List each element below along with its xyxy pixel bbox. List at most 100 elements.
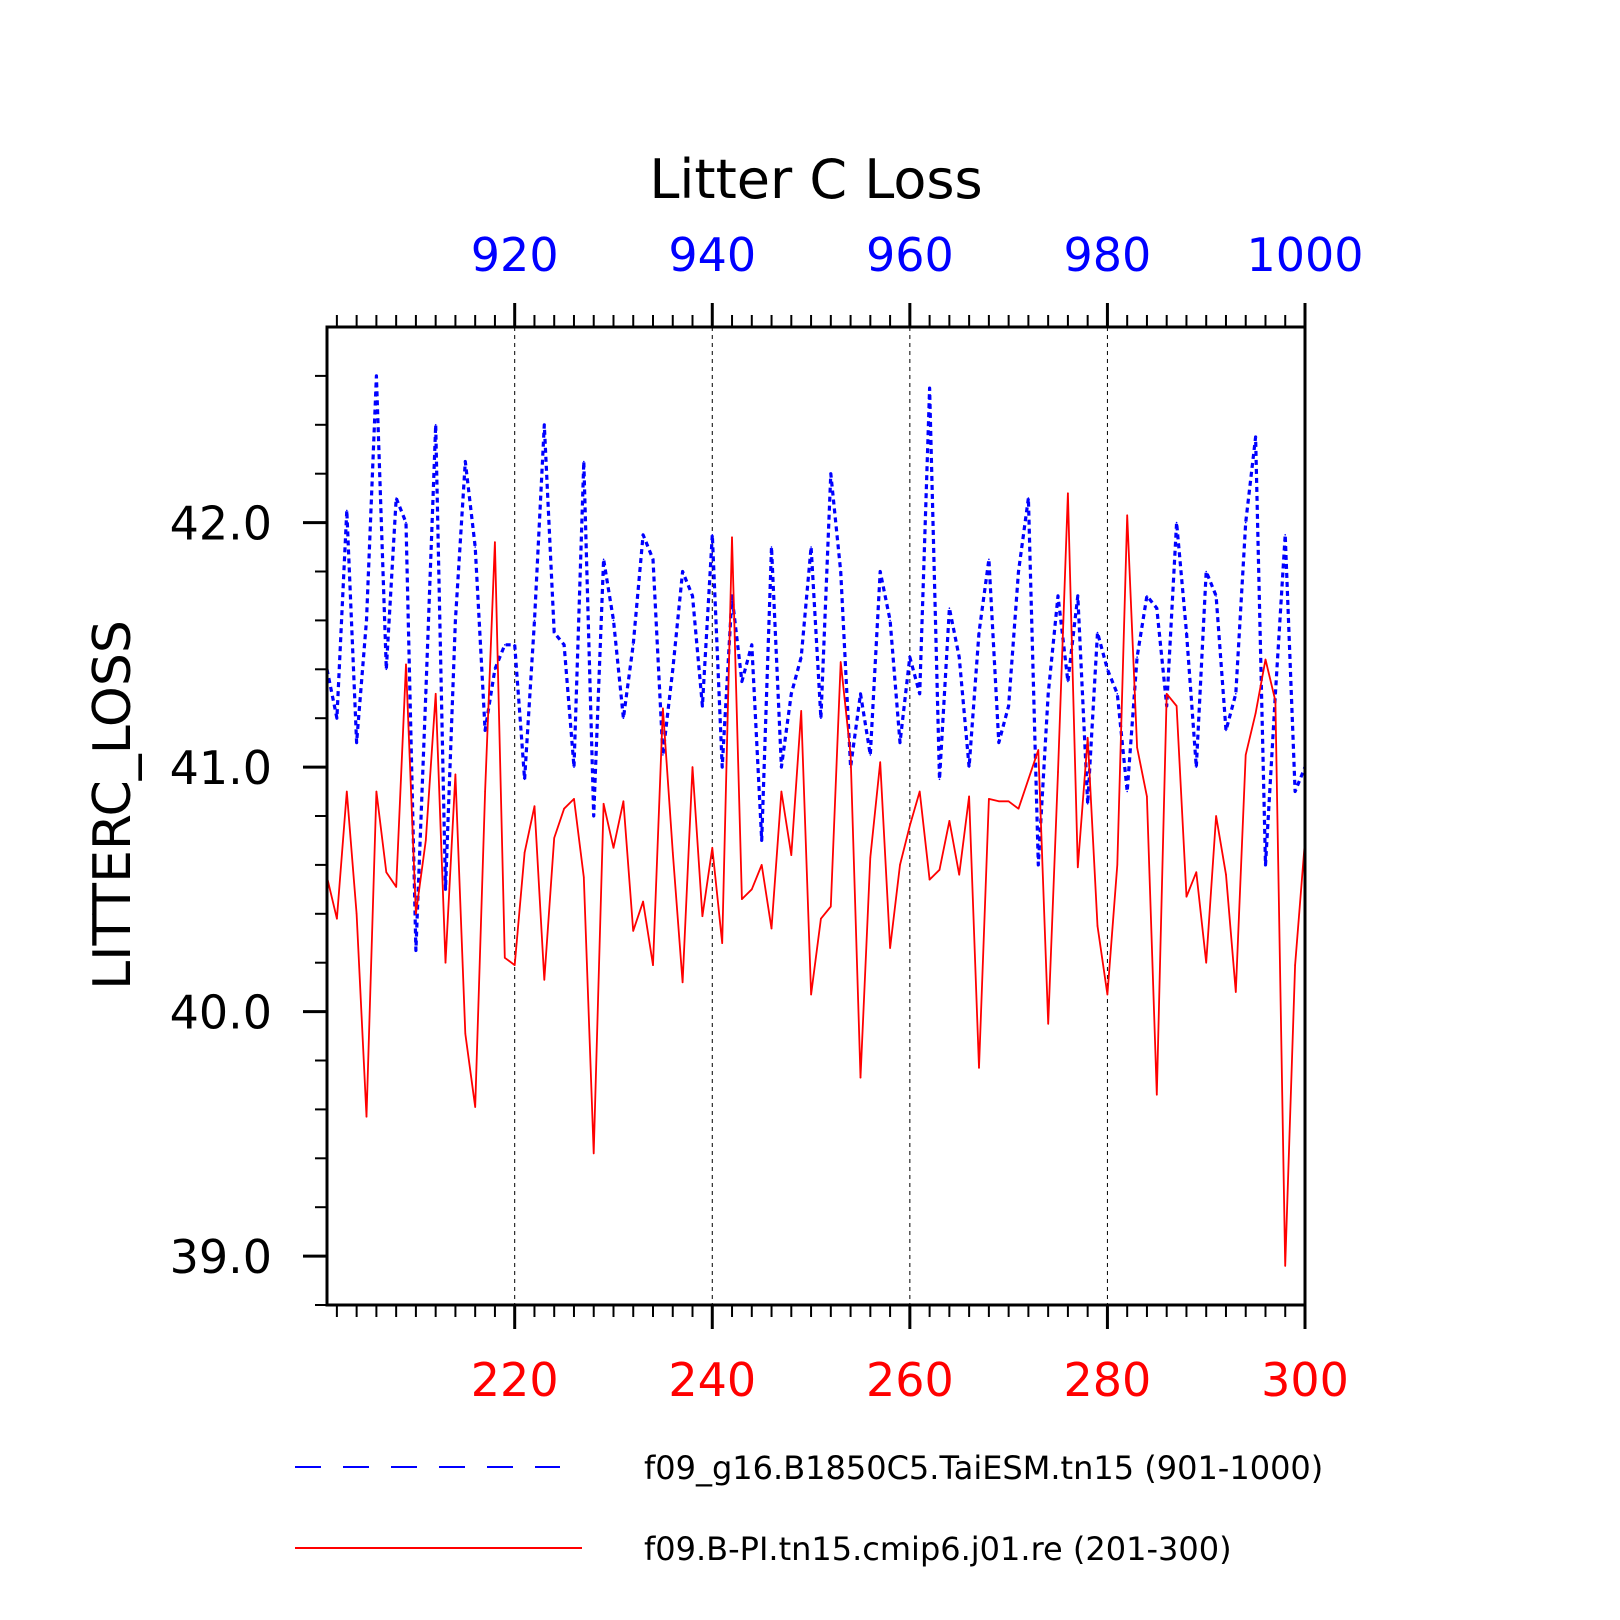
series-1-point — [602, 558, 605, 561]
series-2-point — [859, 1076, 862, 1079]
series-1-point — [751, 644, 753, 646]
series-2-point — [839, 661, 842, 663]
series-1-point — [642, 534, 644, 536]
series-2-point — [1254, 712, 1257, 715]
series-1-point — [1146, 595, 1148, 597]
series-2-point — [988, 798, 990, 800]
series-layer — [325, 374, 1307, 1267]
series-2-point — [711, 847, 714, 849]
x-tick-label: 260 — [866, 1353, 954, 1407]
top-tick-label: 940 — [668, 228, 756, 282]
series-1-point — [721, 766, 723, 768]
series-2-point — [563, 807, 565, 810]
series-2-point — [504, 957, 506, 959]
series-2-point — [869, 856, 872, 859]
series-2-point — [375, 790, 378, 793]
series-1-point — [612, 619, 615, 622]
series-2-point — [583, 876, 585, 878]
top-tick-label: 980 — [1064, 228, 1152, 282]
series-2-point — [751, 888, 753, 891]
series-1-point — [928, 387, 931, 389]
series-1-point — [563, 644, 565, 646]
series-2-point — [632, 930, 634, 932]
series-2-point — [622, 800, 625, 803]
top-tick-label: 920 — [471, 228, 559, 282]
series-2-point — [1037, 749, 1040, 751]
series-1-point — [523, 778, 526, 781]
x-tick-label: 240 — [668, 1353, 756, 1407]
series-1-point — [701, 705, 704, 707]
series-1-point — [543, 424, 546, 426]
series-2-point — [909, 825, 911, 827]
series-2-point — [741, 898, 743, 900]
series-1-point — [681, 570, 684, 573]
series-2-point — [1077, 866, 1079, 869]
series-2-point — [385, 871, 388, 873]
series-1-point — [484, 729, 486, 732]
series-1-point — [1067, 680, 1069, 683]
series-2-point — [928, 878, 931, 881]
series-1-point — [1126, 790, 1128, 793]
y-tick-label: 41.0 — [170, 741, 272, 795]
axis-tick-labels: 220 240 260 280 300 920 940 960 980 1000 39.0 40.0 4… — [170, 228, 1364, 1407]
series-1-point — [988, 558, 990, 561]
series-2-point — [612, 847, 615, 849]
series-2-point — [652, 964, 654, 966]
series-1-point — [780, 766, 783, 768]
series-2-point — [810, 993, 812, 996]
series-2-point — [405, 663, 407, 666]
series-1-point — [741, 680, 743, 683]
series-2-point — [998, 800, 1000, 803]
series-1-point — [869, 754, 872, 756]
series-2-point — [672, 851, 674, 854]
series-1-point — [889, 619, 891, 622]
series-1-point — [573, 766, 575, 768]
series-1-point — [336, 717, 338, 719]
chart-title: Litter C Loss — [649, 148, 982, 211]
series-2-point — [701, 915, 704, 917]
series-1-point — [1264, 864, 1267, 866]
series-2-point — [1067, 492, 1069, 495]
series-2-point — [464, 1032, 467, 1035]
series-2-point — [346, 790, 348, 793]
series-1-point — [1195, 766, 1198, 768]
series-2-point — [1185, 895, 1188, 898]
series-2-point — [1215, 815, 1217, 817]
series-1-point — [948, 607, 951, 609]
series-1-point — [938, 778, 941, 781]
series-2-point — [395, 886, 398, 888]
series-1-point — [1086, 803, 1089, 805]
series-1-point — [820, 717, 822, 719]
series-2-point — [1136, 746, 1138, 749]
series-1-point — [346, 509, 348, 512]
series-1-point — [622, 717, 625, 719]
series-2-point — [1057, 771, 1059, 773]
series-2-point — [1175, 705, 1178, 707]
series-1-point — [375, 375, 378, 377]
series-2-point — [800, 710, 802, 712]
series-2-point — [543, 979, 546, 981]
series-1-point — [1235, 693, 1237, 695]
series-1-point — [425, 693, 427, 695]
series-2-point — [830, 905, 832, 908]
series-2-point — [1284, 1265, 1286, 1267]
series-1-point — [1047, 693, 1049, 695]
series-1-point — [672, 668, 674, 671]
series-1-point — [1185, 631, 1188, 634]
series-2-point — [889, 947, 891, 949]
series-2-point — [1116, 864, 1119, 866]
series-1-point — [494, 668, 496, 671]
axis-ticks — [303, 303, 1307, 1329]
series-2-point — [958, 873, 960, 876]
series-1-point — [790, 693, 793, 695]
series-2-point — [1007, 800, 1010, 803]
series-1-point — [1294, 790, 1296, 793]
series-1-point — [1244, 521, 1247, 524]
series-1-point — [978, 631, 980, 634]
y-tick-label: 39.0 — [170, 1230, 272, 1284]
series-1-point — [1254, 436, 1257, 438]
series-1-point — [1077, 595, 1079, 597]
series-1-point — [760, 839, 763, 842]
series-1-point — [1057, 595, 1059, 597]
